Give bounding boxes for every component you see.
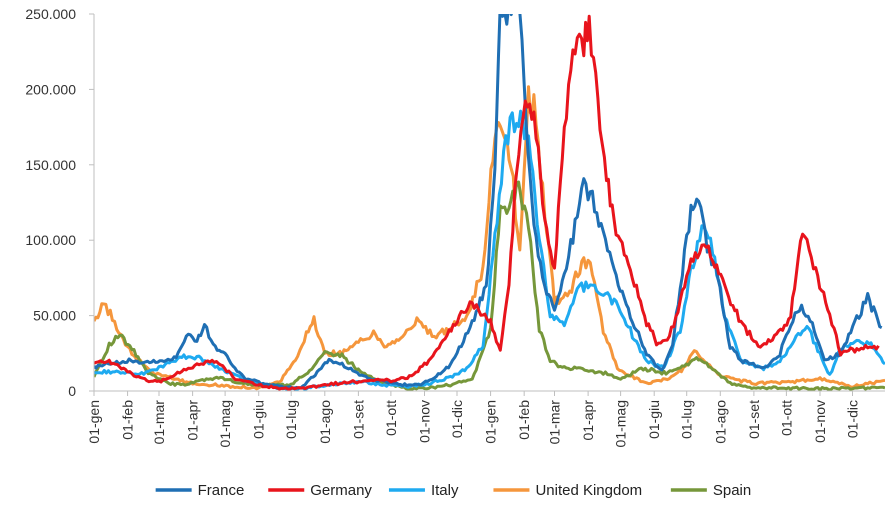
x-tick-label: 01-ott: [778, 400, 794, 436]
x-tick-label: 01-gen: [483, 400, 499, 444]
legend-label-germany: Germany: [310, 482, 372, 499]
x-tick-label: 01-giu: [646, 400, 662, 439]
x-tick-label: 01-feb: [120, 400, 136, 440]
y-tick-label: 100.000: [25, 232, 76, 248]
x-tick-label: 01-set: [746, 400, 762, 439]
series-line-spain: [94, 180, 885, 391]
x-tick-label: 01-mag: [613, 400, 629, 447]
series-line-france: [94, 14, 883, 390]
legend-label-france: France: [198, 482, 245, 499]
legend-label-italy: Italy: [431, 482, 459, 499]
x-tick-label: 01-nov: [812, 400, 828, 443]
series-line-united-kingdom: [94, 85, 885, 391]
x-tick-label: 01-giu: [251, 400, 267, 439]
legend: France Germany Italy United Kingdom Spain: [155, 482, 751, 499]
x-tick-label: 01-lug: [679, 400, 695, 439]
series-layer: [94, 14, 885, 391]
x-tick-label: 01-mar: [151, 400, 167, 445]
x-tick-label: 01-ago: [317, 400, 333, 444]
y-tick-label: 50.000: [33, 308, 76, 324]
x-tick-label: 01-mar: [547, 400, 563, 445]
y-tick-label: 250.000: [25, 6, 76, 22]
x-tick-label: 01-mag: [217, 400, 233, 447]
x-tick-label: 01-nov: [416, 400, 432, 443]
x-tick-label: 01-ago: [712, 400, 728, 444]
x-tick-label: 01-set: [350, 400, 366, 439]
x-tick-label: 01-dic: [844, 400, 860, 438]
x-tick-label: 01-ott: [383, 400, 399, 436]
legend-label-united-kingdom: United Kingdom: [535, 482, 642, 499]
x-tick-label: 01-apr: [185, 400, 201, 441]
y-tick-label: 0: [68, 383, 76, 399]
series-line-germany: [94, 14, 880, 391]
x-tick-label: 01-dic: [449, 400, 465, 438]
x-tick-label: 01-gen: [86, 400, 102, 444]
y-tick-label: 150.000: [25, 157, 76, 173]
y-tick-label: 200.000: [25, 81, 76, 97]
x-tick-label: 01-apr: [580, 400, 596, 441]
axis-layer: 0 50.000 100.000 150.000 200.000 250.000 01-ge…: [25, 6, 885, 447]
x-tick-label: 01-feb: [516, 400, 532, 440]
x-tick-label: 01-lug: [283, 400, 299, 439]
legend-label-spain: Spain: [713, 482, 751, 499]
